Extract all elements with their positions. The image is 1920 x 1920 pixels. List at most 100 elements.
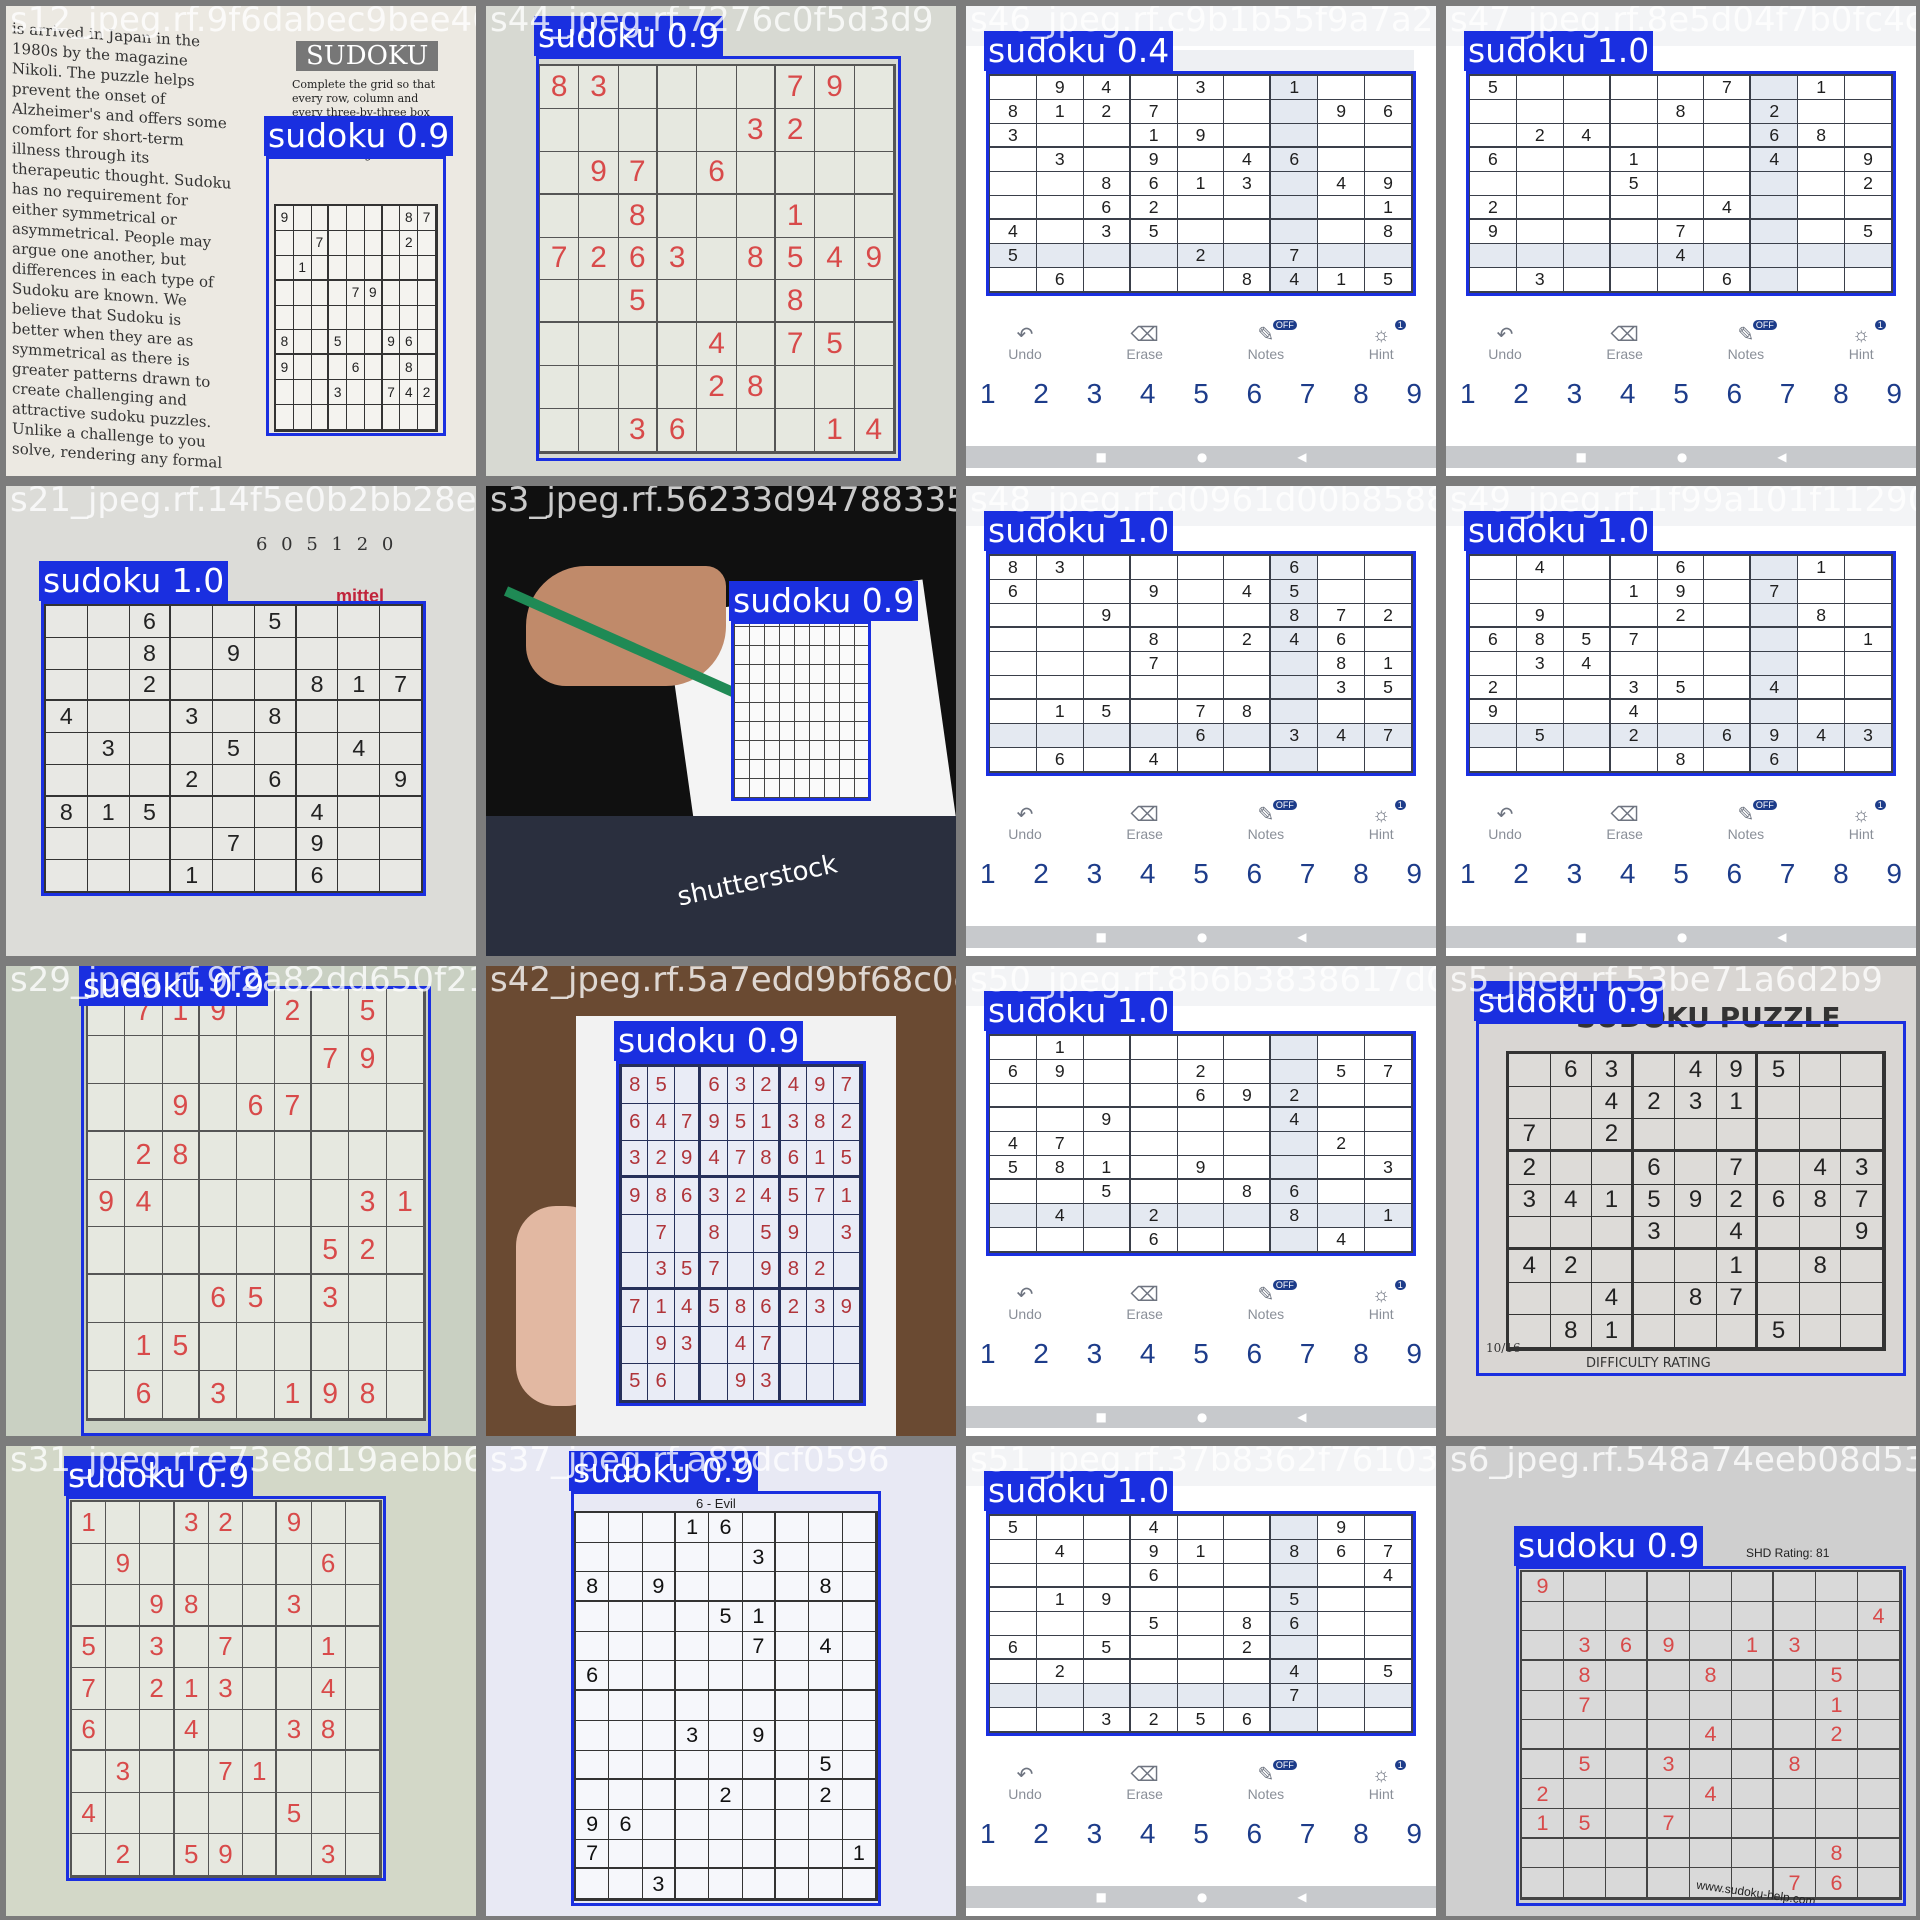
sudoku-cell[interactable] [1130,1036,1178,1060]
numpad-key-4[interactable]: 4 [1139,1818,1156,1849]
sudoku-cell[interactable] [990,700,1037,724]
sudoku-cell[interactable]: 9 [1516,604,1564,628]
sudoku-cell[interactable] [1036,580,1084,604]
sudoku-cell[interactable]: 1 [1365,196,1412,220]
sudoku-cell[interactable]: 2 [1130,1204,1178,1228]
sudoku-cell[interactable]: 1 [1318,268,1366,292]
home-icon[interactable]: ● [1676,930,1688,944]
sudoku-cell[interactable] [1130,1108,1178,1132]
sudoku-cell[interactable] [990,268,1037,292]
sudoku-cell[interactable] [1845,676,1892,700]
sudoku-cell[interactable] [1036,1516,1084,1540]
sudoku-cell[interactable]: 7 [1751,580,1799,604]
sudoku-cell[interactable] [1657,76,1705,100]
sudoku-cell[interactable]: 4 [1036,1540,1084,1564]
sudoku-cell[interactable] [1845,748,1892,772]
sudoku-cell[interactable]: 2 [1470,196,1517,220]
tool-undo-button[interactable]: ↶ Undo [1008,1764,1041,1802]
sudoku-cell[interactable]: 1 [1036,1588,1084,1612]
sudoku-cell[interactable] [1365,124,1412,148]
sudoku-cell[interactable]: 9 [1177,1156,1225,1180]
sudoku-cell[interactable] [1271,652,1319,676]
sudoku-cell[interactable] [1130,1180,1178,1204]
sudoku-cell[interactable] [1177,1588,1225,1612]
sudoku-cell[interactable] [1318,556,1366,580]
sudoku-cell[interactable] [1845,604,1892,628]
sudoku-cell[interactable] [1798,148,1846,172]
numpad-key-5[interactable]: 5 [1673,378,1689,409]
sudoku-cell[interactable]: 9 [1130,148,1178,172]
recent-apps-icon[interactable]: ■ [1095,1410,1107,1424]
sudoku-cell[interactable] [1271,1060,1319,1084]
sudoku-cell[interactable]: 1 [1036,700,1084,724]
numpad-key-6[interactable]: 6 [1246,1338,1263,1369]
sudoku-cell[interactable] [1470,652,1517,676]
sudoku-cell[interactable]: 9 [1470,700,1517,724]
sudoku-cell[interactable] [990,676,1037,700]
sudoku-cell[interactable] [1271,700,1319,724]
sudoku-cell[interactable] [1318,1660,1366,1684]
sudoku-cell[interactable] [990,724,1037,748]
sudoku-cell[interactable]: 3 [1271,724,1319,748]
sudoku-cell[interactable] [1704,604,1752,628]
sudoku-cell[interactable]: 7 [1130,100,1178,124]
sudoku-cell[interactable] [990,628,1037,652]
sudoku-cell[interactable]: 9 [1177,124,1225,148]
sudoku-cell[interactable] [1704,628,1752,652]
sudoku-cell[interactable] [1083,268,1131,292]
sudoku-cell[interactable] [1271,748,1319,772]
sudoku-cell[interactable] [1845,244,1892,268]
sudoku-cell[interactable] [1365,1588,1412,1612]
sudoku-cell[interactable]: 4 [1130,1516,1178,1540]
sudoku-cell[interactable] [1224,1588,1272,1612]
numpad-key-7[interactable]: 7 [1299,1818,1316,1849]
sudoku-cell[interactable]: 4 [1130,748,1178,772]
sudoku-cell[interactable] [1224,1540,1272,1564]
sudoku-cell[interactable]: 6 [990,1060,1037,1084]
numpad-key-2[interactable]: 2 [1033,1338,1049,1369]
sudoku-cell[interactable] [1610,244,1658,268]
sudoku-cell[interactable] [1470,604,1517,628]
sudoku-cell[interactable] [1365,1516,1412,1540]
sudoku-cell[interactable]: 8 [1036,1156,1084,1180]
sudoku-cell[interactable] [1470,724,1517,748]
sudoku-cell[interactable] [1365,1228,1412,1252]
sudoku-cell[interactable] [1751,628,1799,652]
sudoku-cell[interactable] [1610,76,1658,100]
sudoku-cell[interactable] [1177,628,1225,652]
sudoku-cell[interactable]: 2 [1318,1132,1366,1156]
sudoku-cell[interactable] [1083,748,1131,772]
sudoku-cell[interactable]: 6 [1271,148,1319,172]
sudoku-cell[interactable] [1845,76,1892,100]
sudoku-cell[interactable] [1845,700,1892,724]
sudoku-cell[interactable]: 3 [1036,148,1084,172]
sudoku-cell[interactable]: 8 [1271,1540,1319,1564]
numpad-key-5[interactable]: 5 [1193,858,1209,889]
sudoku-cell[interactable]: 6 [1130,1564,1178,1588]
numpad-key-7[interactable]: 7 [1299,378,1316,409]
sudoku-cell[interactable]: 6 [1177,724,1225,748]
sudoku-cell[interactable]: 9 [1318,1516,1366,1540]
sudoku-cell[interactable] [1563,220,1611,244]
sudoku-cell[interactable]: 2 [1224,628,1272,652]
sudoku-cell[interactable] [1798,652,1846,676]
sudoku-cell[interactable] [1798,676,1846,700]
sudoku-cell[interactable]: 8 [1271,1204,1319,1228]
sudoku-cell[interactable] [1177,1660,1225,1684]
sudoku-cell[interactable]: 1 [1610,148,1658,172]
sudoku-cell[interactable] [1610,220,1658,244]
numpad-key-6[interactable]: 6 [1726,858,1743,889]
sudoku-cell[interactable] [1798,172,1846,196]
sudoku-cell[interactable]: 8 [1318,652,1366,676]
sudoku-cell[interactable] [1271,100,1319,124]
sudoku-cell[interactable] [990,1180,1037,1204]
tool-notes-button[interactable]: ✎ Notes OFF [1248,1760,1297,1802]
sudoku-cell[interactable] [1610,652,1658,676]
sudoku-cell[interactable] [1470,172,1517,196]
sudoku-cell[interactable] [1177,1108,1225,1132]
sudoku-cell[interactable] [1516,196,1564,220]
sudoku-cell[interactable] [1177,196,1225,220]
sudoku-cell[interactable] [1224,196,1272,220]
sudoku-cell[interactable] [1318,1636,1366,1660]
numpad-key-3[interactable]: 3 [1086,858,1103,889]
